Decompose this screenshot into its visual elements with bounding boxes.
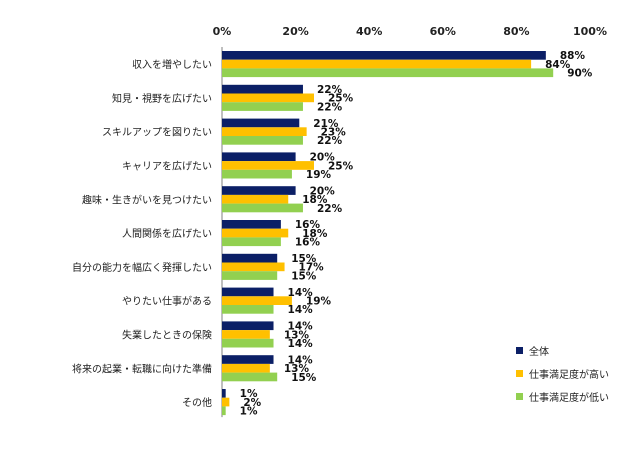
category-label: 失業したときの保険 bbox=[122, 328, 212, 341]
bar-series-2 bbox=[222, 338, 274, 348]
data-label: 15% bbox=[291, 270, 317, 282]
data-label: 2% bbox=[243, 397, 261, 409]
bar-series-2 bbox=[222, 372, 278, 382]
bar-series-1 bbox=[222, 194, 289, 204]
x-tick-label: 100% bbox=[573, 25, 607, 38]
bar-series-0 bbox=[222, 186, 296, 195]
data-label: 84% bbox=[545, 59, 571, 71]
bar-series-2 bbox=[222, 102, 303, 111]
data-label: 20% bbox=[310, 152, 336, 164]
legend-label: 仕事満足度が低い bbox=[529, 391, 609, 404]
bar-series-0 bbox=[222, 51, 546, 60]
data-label: 90% bbox=[567, 68, 593, 80]
data-label: 88% bbox=[560, 50, 586, 62]
category-label: 趣味・生きがいを見つけたい bbox=[82, 193, 212, 206]
data-label: 15% bbox=[291, 253, 317, 265]
bar-series-2 bbox=[222, 237, 281, 247]
legend-label: 仕事満足度が高い bbox=[529, 368, 609, 381]
bar-series-2 bbox=[222, 305, 274, 314]
data-label: 25% bbox=[328, 93, 354, 105]
data-label: 19% bbox=[306, 296, 332, 308]
data-label: 22% bbox=[317, 135, 343, 147]
data-label: 13% bbox=[284, 329, 310, 341]
data-label: 14% bbox=[288, 304, 314, 316]
bar-series-2 bbox=[222, 271, 278, 280]
x-tick-label: 80% bbox=[503, 25, 529, 38]
bar-series-2 bbox=[222, 406, 226, 416]
bar-series-1 bbox=[222, 127, 307, 136]
category-label: 知見・視野を広げたい bbox=[112, 92, 212, 105]
data-label: 19% bbox=[306, 169, 332, 181]
legend-label: 全体 bbox=[529, 345, 549, 358]
data-label: 16% bbox=[295, 237, 321, 249]
bar-series-0 bbox=[222, 321, 274, 331]
legend-swatch bbox=[516, 393, 523, 400]
bar-series-0 bbox=[222, 220, 281, 229]
data-label: 18% bbox=[302, 228, 328, 240]
legend-swatch bbox=[516, 370, 523, 377]
category-label: やりたい仕事がある bbox=[122, 295, 212, 308]
legend-swatch bbox=[516, 347, 523, 354]
bar-series-2 bbox=[222, 203, 303, 213]
data-label: 14% bbox=[288, 287, 314, 299]
data-label: 22% bbox=[317, 101, 343, 113]
data-label: 1% bbox=[240, 406, 258, 418]
axis-layer: 0% 20% 40% 60% 80% 100% 収入を増やしたい知見・視野を広げたいスキルア… bbox=[72, 25, 607, 418]
bar-series-1 bbox=[222, 228, 289, 238]
data-label: 22% bbox=[317, 84, 343, 96]
category-label: スキルアップを図りたい bbox=[102, 127, 212, 139]
x-tick-label: 20% bbox=[282, 25, 308, 38]
x-tick-label: 60% bbox=[430, 25, 456, 38]
category-label: キャリアを広げたい bbox=[122, 159, 212, 172]
bar-series-1 bbox=[222, 262, 285, 272]
bar-series-0 bbox=[222, 118, 300, 128]
bar-series-0 bbox=[222, 253, 278, 263]
data-label: 21% bbox=[313, 118, 339, 130]
data-label: 25% bbox=[328, 160, 354, 172]
bar-series-1 bbox=[222, 59, 532, 69]
category-label: その他 bbox=[182, 396, 212, 409]
category-label: 収入を増やしたい bbox=[132, 58, 212, 71]
bar-series-2 bbox=[222, 68, 554, 78]
bar-series-0 bbox=[222, 84, 303, 94]
data-label: 14% bbox=[288, 338, 314, 350]
category-label: 自分の能力を幅広く発揮したい bbox=[72, 261, 212, 274]
category-label: 将来の起業・転職に向けた準備 bbox=[72, 362, 212, 375]
bar-series-2 bbox=[222, 136, 303, 145]
bars-layer bbox=[222, 51, 554, 416]
x-tick-label: 0% bbox=[213, 25, 232, 38]
category-label: 人間関係を広げたい bbox=[122, 227, 212, 240]
data-label: 22% bbox=[317, 203, 343, 215]
data-label: 20% bbox=[310, 185, 336, 197]
data-label: 18% bbox=[302, 194, 328, 206]
bar-series-1 bbox=[222, 93, 314, 103]
bar-series-1 bbox=[222, 397, 230, 407]
labels-layer: 88%84%90%22%25%22%21%23%22%20%25%19%20%1… bbox=[240, 50, 593, 417]
bar-series-2 bbox=[222, 169, 292, 179]
bar-series-0 bbox=[222, 152, 296, 162]
bar-series-1 bbox=[222, 161, 314, 170]
bar-series-0 bbox=[222, 287, 274, 297]
bar-series-1 bbox=[222, 296, 292, 305]
data-label: 1% bbox=[240, 388, 258, 400]
bar-series-0 bbox=[222, 355, 274, 364]
data-label: 14% bbox=[288, 321, 314, 333]
bar-series-1 bbox=[222, 330, 270, 339]
data-label: 13% bbox=[284, 363, 310, 375]
data-label: 16% bbox=[295, 219, 321, 231]
data-label: 17% bbox=[299, 262, 325, 274]
data-label: 23% bbox=[321, 127, 347, 139]
data-label: 14% bbox=[288, 354, 314, 366]
bar-series-0 bbox=[222, 389, 226, 398]
x-tick-label: 40% bbox=[356, 25, 382, 38]
data-label: 15% bbox=[291, 372, 317, 384]
bar-series-1 bbox=[222, 363, 270, 373]
